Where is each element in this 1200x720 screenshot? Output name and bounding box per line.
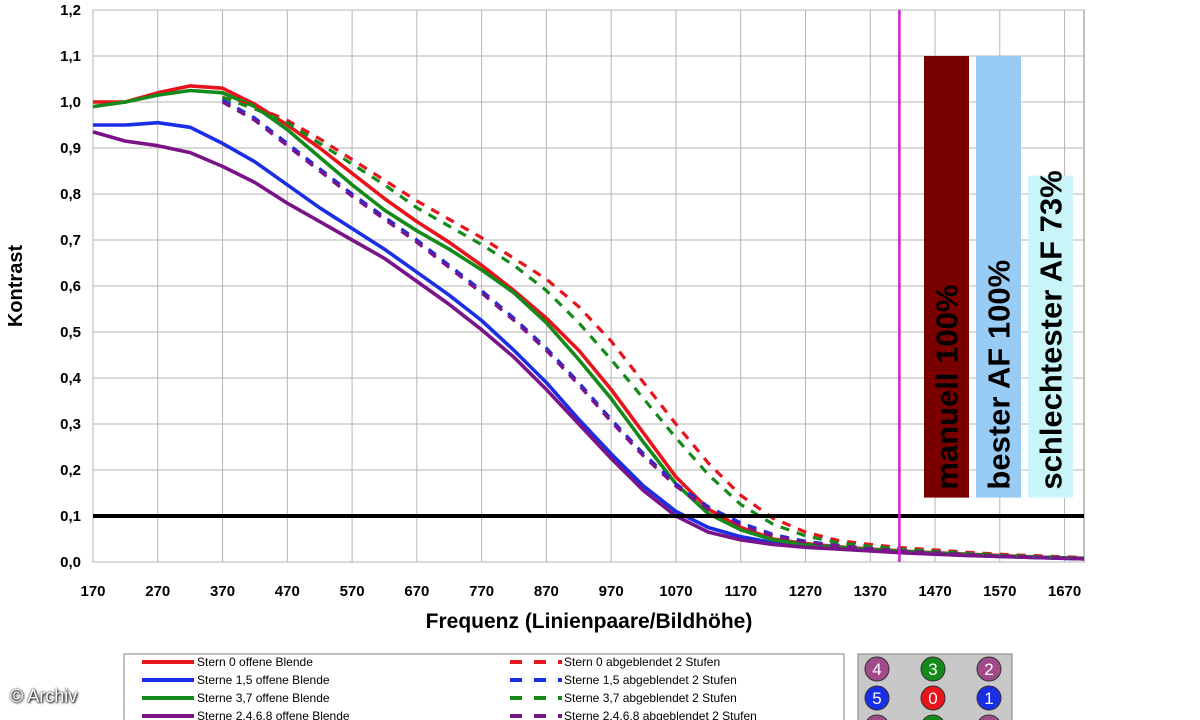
legend-label: Sterne 2,4,6,8 abgeblendet 2 Stufen: [564, 709, 757, 720]
star-marker: [864, 656, 890, 682]
x-tick-label: 770: [469, 583, 494, 600]
x-axis-title: Frequenz (Linienpaare/Bildhöhe): [426, 610, 753, 633]
y-tick-label: 1,1: [60, 48, 81, 65]
star-marker: [978, 714, 1000, 720]
y-tick-label: 1,0: [60, 94, 81, 111]
y-tick-label: 0,5: [60, 324, 81, 341]
star-marker: [922, 714, 944, 720]
x-tick-label: 170: [80, 583, 105, 600]
y-tick-label: 0,0: [60, 554, 81, 571]
x-tick-label: 1470: [918, 583, 951, 600]
y-tick-label: 0,9: [60, 140, 81, 157]
y-tick-label: 0,6: [60, 278, 81, 295]
legend-label: Sterne 1,5 abgeblendet 2 Stufen: [564, 673, 737, 687]
x-tick-label: 1270: [789, 583, 822, 600]
x-tick-label: 570: [340, 583, 365, 600]
y-tick-label: 0,4: [60, 370, 82, 387]
grid: [92, 9, 1085, 563]
annotation-bar-label: bester AF 100%: [982, 260, 1017, 490]
series-line: [92, 130, 1085, 561]
x-tick-label: 470: [275, 583, 300, 600]
y-tick-label: 0,1: [60, 508, 81, 525]
star-marker-label: 5: [872, 689, 881, 708]
legend-label: Sterne 1,5 offene Blende: [197, 673, 330, 687]
star-marker-label: 1: [984, 689, 993, 708]
star-marker-label: 3: [928, 660, 937, 679]
star-marker: [920, 656, 946, 682]
star-marker-label: 4: [872, 660, 881, 679]
annotation-bar: [1028, 175, 1073, 498]
x-tick-label: 670: [404, 583, 429, 600]
watermark: © Archiv: [10, 686, 78, 706]
y-tick-label: 0,3: [60, 416, 81, 433]
x-tick-label: 1170: [724, 583, 757, 600]
series-line: [221, 100, 1085, 560]
y-tick-label: 1,2: [60, 2, 81, 19]
y-tick-label: 0,2: [60, 462, 81, 479]
x-tick-label: 270: [145, 583, 170, 600]
star-marker: [976, 656, 1002, 682]
star-marker-label: 2: [984, 660, 993, 679]
annotation-bar: [976, 56, 1021, 498]
series: [92, 10, 1085, 562]
legend-label: Sterne 3,7 abgeblendet 2 Stufen: [564, 691, 737, 705]
legend-label: Stern 0 abgeblendet 2 Stufen: [564, 655, 720, 669]
x-tick-label: 370: [210, 583, 235, 600]
star-marker: [920, 685, 946, 711]
legend-label: Sterne 2,4,6,8 offene Blende: [197, 709, 350, 720]
star-marker-label: 0: [928, 689, 937, 708]
legend-label: Sterne 3,7 offene Blende: [197, 691, 330, 705]
axes: 0,0 0,1 0,2 0,3 0,4 0,5 0,6 0,7 0,8 0,9 1,0 1,1 1,2 1…: [60, 2, 1081, 600]
y-tick-label: 0,7: [60, 232, 81, 249]
annotation-bar-label: schlechtester AF 73%: [1034, 170, 1069, 489]
star-marker: [866, 714, 888, 720]
x-tick-label: 870: [534, 583, 559, 600]
x-tick-label: 1670: [1048, 583, 1081, 600]
legend: Stern 0 offene Blende Sterne 1,5 offene B…: [123, 653, 845, 720]
y-axis-title: Kontrast: [5, 245, 27, 328]
x-tick-label: 1070: [659, 583, 692, 600]
star-marker: [864, 685, 890, 711]
annotation-bar: [924, 56, 969, 498]
star-grid: 4 3 2 5 0 1: [857, 653, 1013, 720]
y-tick-label: 0,8: [60, 186, 81, 203]
x-tick-label: 1370: [854, 583, 887, 600]
star-marker: [976, 685, 1002, 711]
x-tick-label: 1570: [983, 583, 1016, 600]
bars: manuell 100% bester AF 100% schlechtester …: [924, 56, 1073, 498]
x-tick-label: 970: [599, 583, 624, 600]
legend-box: [123, 653, 845, 720]
legend-label: Stern 0 offene Blende: [197, 655, 313, 669]
annotation-bar-label: manuell 100%: [930, 285, 965, 490]
